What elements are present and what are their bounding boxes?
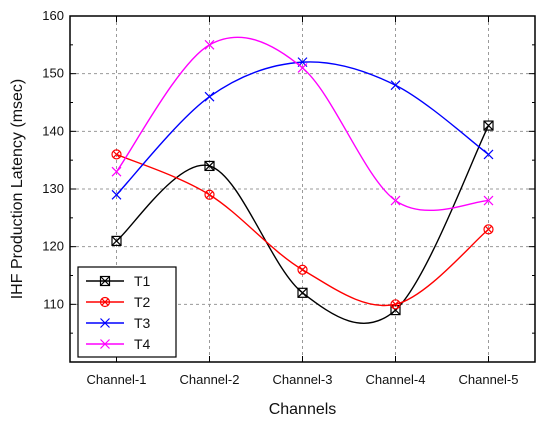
series-lines: [111, 36, 494, 324]
y-tick-label: 160: [42, 8, 64, 23]
data-point-t1-square: [390, 305, 401, 316]
data-point-t2-circle: [390, 299, 401, 310]
data-point-t3: [390, 80, 401, 91]
data-point-t1-square: [111, 235, 122, 246]
data-point-t4: [390, 195, 401, 206]
legend-label: T3: [134, 315, 151, 331]
x-tick-label: Channel-5: [459, 372, 519, 387]
y-tick-label: 150: [42, 66, 64, 81]
data-point-t2: [390, 299, 401, 310]
data-point-t2-cross: [298, 266, 307, 274]
data-point-t2-cross: [484, 225, 493, 233]
data-point-t1-cross: [297, 287, 308, 298]
legend-label: T4: [134, 336, 151, 352]
x-tick-label: Channel-4: [366, 372, 426, 387]
data-point-t2-circle: [297, 264, 308, 275]
legend-label: T1: [134, 273, 151, 289]
data-point-t3: [204, 91, 215, 102]
data-point-t2: [297, 264, 308, 275]
legend-marker-square: [99, 275, 111, 287]
data-point-t3: [483, 149, 494, 160]
data-point-t1: [204, 160, 215, 172]
data-point-t1-square: [297, 287, 308, 298]
data-point-t2: [483, 224, 494, 235]
data-point-t1: [297, 287, 308, 298]
x-tick-label: Channel-1: [87, 372, 147, 387]
legend: T1 T2 T3 T4: [77, 266, 177, 358]
y-tick-label: 130: [42, 181, 64, 196]
legend-box: [77, 266, 177, 358]
data-point-t3: [390, 80, 401, 91]
y-tick-label: 140: [42, 123, 64, 138]
data-point-t1: [111, 235, 122, 246]
data-point-t3: [111, 189, 122, 200]
legend-item-t1: T1: [86, 273, 151, 289]
data-point-t2-circle: [111, 149, 122, 160]
legend-item-t2: T2: [86, 294, 151, 310]
data-point-t4: [390, 195, 401, 206]
data-point-t2-circle: [204, 189, 215, 200]
y-axis-title: IHF Production Latency (msec): [9, 79, 26, 300]
data-point-t2-cross: [205, 191, 214, 199]
x-tick-label: Channel-3: [273, 372, 333, 387]
data-point-t3: [111, 189, 122, 200]
data-point-t1-square: [483, 120, 494, 131]
data-point-t4: [297, 62, 308, 73]
legend-marker: [100, 318, 110, 328]
legend-marker-cross: [100, 276, 110, 286]
data-point-t4: [483, 195, 494, 206]
data-point-t4: [111, 166, 122, 177]
data-point-t2: [111, 149, 122, 160]
legend-marker: [100, 339, 110, 349]
y-tick-label: 110: [43, 296, 64, 311]
data-point-t3: [483, 149, 494, 160]
data-point-t2-circle: [483, 224, 494, 235]
data-point-t2-cross: [391, 300, 400, 308]
legend-item-t4: T4: [86, 336, 151, 352]
legend-marker: [99, 296, 111, 308]
data-point-t1-square: [204, 160, 215, 172]
data-point-t1: [483, 120, 494, 131]
legend-marker-cross: [101, 298, 109, 306]
legend-marker: [99, 275, 111, 287]
legend-item-t3: T3: [86, 315, 151, 331]
x-axis-title: Channels: [269, 401, 337, 418]
y-tick-label: 120: [42, 239, 64, 254]
legend-marker: [100, 339, 110, 349]
data-point-t2-cross: [112, 150, 121, 158]
legend-marker-circle: [99, 296, 111, 308]
data-point-t3: [204, 91, 215, 102]
axes: 110 120 130 140 150 160 Channel-1 Channel-2 Chan…: [42, 8, 536, 387]
data-point-t1-cross: [483, 120, 494, 131]
legend-marker: [100, 318, 110, 328]
x-tick-label: Channel-2: [180, 372, 240, 387]
data-point-t4: [111, 166, 122, 177]
legend-label: T2: [134, 294, 151, 310]
data-point-t1-cross: [204, 161, 215, 171]
data-point-t4: [204, 39, 215, 50]
data-point-t2: [204, 189, 215, 200]
data-point-t4: [483, 195, 494, 206]
data-point-t4: [204, 39, 215, 50]
data-point-t1-cross: [111, 235, 122, 246]
data-point-t4: [297, 62, 308, 73]
